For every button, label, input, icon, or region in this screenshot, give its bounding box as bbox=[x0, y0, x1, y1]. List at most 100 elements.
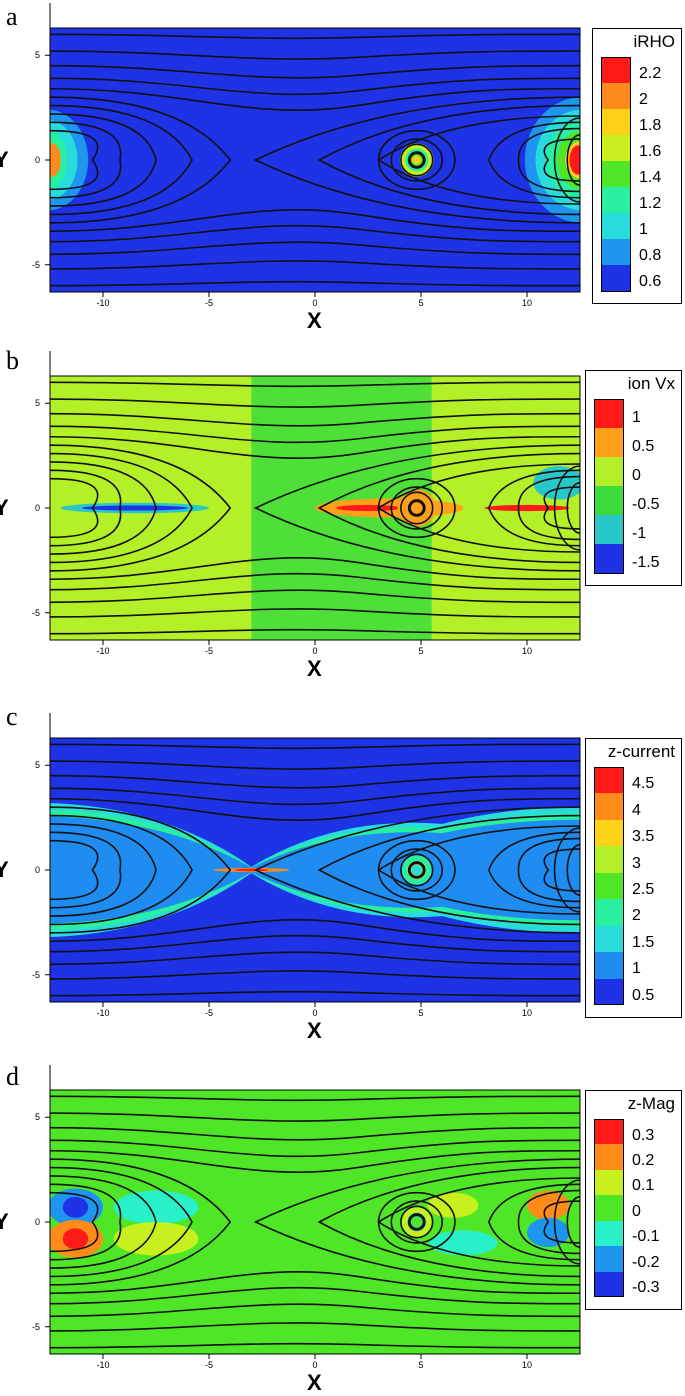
legend-swatch bbox=[594, 1169, 624, 1196]
contour-region bbox=[533, 466, 580, 500]
x-tick-label: 10 bbox=[522, 646, 532, 656]
field-line bbox=[50, 831, 122, 909]
plasmoid-core bbox=[407, 499, 426, 517]
legend-swatch bbox=[594, 1246, 624, 1273]
field-line bbox=[50, 774, 580, 789]
x-tick-label: 0 bbox=[312, 1008, 317, 1018]
legend-swatch bbox=[594, 544, 624, 574]
legend-swatch bbox=[594, 952, 624, 980]
field-line bbox=[50, 970, 580, 980]
field-line bbox=[50, 241, 580, 256]
legend-swatch bbox=[601, 109, 631, 136]
field-line bbox=[253, 96, 580, 224]
contour-region bbox=[113, 1190, 199, 1225]
field-line bbox=[50, 33, 580, 40]
field-line bbox=[50, 1191, 99, 1253]
field-line bbox=[50, 608, 580, 618]
contour-region bbox=[411, 864, 423, 876]
legend-title: z-current bbox=[607, 742, 675, 761]
contour-region bbox=[412, 155, 422, 165]
legend-swatch bbox=[601, 57, 631, 84]
panel-d: -10 -5 0 5 10 5 0 -5 bbox=[32, 1065, 581, 1370]
legend-title: iRHO bbox=[633, 32, 675, 51]
y-tick-label: 5 bbox=[35, 1112, 40, 1122]
field-line bbox=[50, 381, 580, 388]
legend-swatch bbox=[601, 239, 631, 266]
field-line bbox=[50, 113, 157, 207]
x-tick-label: -10 bbox=[96, 1360, 109, 1370]
contour-field bbox=[50, 28, 580, 292]
field-line bbox=[50, 435, 580, 459]
field-line bbox=[50, 121, 122, 199]
legend-label: 0 bbox=[632, 466, 641, 484]
plasmoid-ring bbox=[390, 486, 444, 530]
legend-label: 3.5 bbox=[632, 828, 655, 846]
legend-label: 2 bbox=[639, 90, 648, 108]
legend-label: 2.2 bbox=[639, 64, 662, 82]
field-line bbox=[50, 934, 580, 953]
field-line bbox=[50, 280, 580, 287]
plasmoid-ring bbox=[400, 853, 434, 887]
legend-label: 0.6 bbox=[639, 272, 662, 290]
legend-label: -0.3 bbox=[632, 1279, 660, 1297]
edge-loop bbox=[566, 482, 580, 534]
legend-title: ion Vx bbox=[627, 374, 675, 393]
field-line bbox=[317, 452, 580, 564]
field-line bbox=[487, 469, 580, 547]
legend-swatch bbox=[594, 1220, 624, 1247]
field-line bbox=[487, 1183, 580, 1261]
x-tick-label: 5 bbox=[418, 298, 423, 308]
field-line bbox=[50, 760, 580, 770]
legend: z-current 4.5 4 3.5 3 2.5 2 1.5 1 0.5 bbox=[585, 738, 682, 1018]
legend-swatch bbox=[594, 1195, 624, 1222]
contour-background bbox=[50, 28, 580, 292]
legend-label: 1 bbox=[632, 408, 641, 426]
field-line bbox=[50, 823, 157, 917]
legend-swatch bbox=[594, 872, 624, 900]
field-line bbox=[50, 1095, 580, 1102]
field-line bbox=[50, 425, 580, 444]
contour-region bbox=[81, 505, 188, 511]
panel-b: -10 -5 0 5 10 5 0 -5 bbox=[32, 351, 581, 656]
x-tick-label: -5 bbox=[205, 1360, 213, 1370]
field-line bbox=[50, 64, 580, 79]
x-axis-title: X bbox=[307, 308, 322, 333]
plasmoid-ring bbox=[377, 477, 456, 539]
y-axis-title: Y bbox=[0, 495, 9, 520]
field-line bbox=[517, 1189, 580, 1255]
legend-label: 2.5 bbox=[632, 880, 655, 898]
legend-label: 0.5 bbox=[632, 437, 655, 455]
field-line bbox=[50, 104, 193, 216]
panel-letter: c bbox=[6, 702, 18, 731]
field-line bbox=[50, 1166, 193, 1278]
y-axis-title: Y bbox=[0, 1209, 9, 1234]
x-tick-label: -10 bbox=[96, 1008, 109, 1018]
legend-swatch bbox=[601, 213, 631, 240]
legend-swatch bbox=[601, 135, 631, 162]
field-line bbox=[50, 1158, 232, 1286]
field-line bbox=[50, 1271, 580, 1295]
legend: ion Vx 1 0.5 0 -0.5 -1 -1.5 bbox=[585, 370, 682, 586]
contour-region bbox=[113, 1222, 199, 1256]
contour-region bbox=[527, 1217, 570, 1248]
x-tick-label: -5 bbox=[205, 298, 213, 308]
field-line bbox=[50, 129, 99, 191]
panel-letter: d bbox=[6, 1062, 19, 1091]
field-line bbox=[50, 398, 580, 408]
x-axis-title: X bbox=[307, 1370, 322, 1395]
field-line bbox=[517, 837, 580, 903]
field-line bbox=[50, 743, 580, 750]
y-axis-title: Y bbox=[0, 857, 9, 882]
field-line bbox=[50, 951, 580, 966]
legend-label: 1.5 bbox=[632, 933, 655, 951]
legend-swatch bbox=[594, 515, 624, 545]
field-line bbox=[50, 572, 580, 591]
legend-label: 2 bbox=[632, 907, 641, 925]
field-line bbox=[50, 589, 580, 604]
field-line bbox=[50, 224, 580, 243]
x-tick-label: 0 bbox=[312, 298, 317, 308]
legend: z-Mag 0.3 0.2 0.1 0 -0.1 -0.2 -0.3 bbox=[585, 1090, 682, 1310]
legend-label: 4.5 bbox=[632, 775, 655, 793]
legend-swatch bbox=[594, 899, 624, 927]
legend-label: 0.3 bbox=[632, 1126, 655, 1144]
